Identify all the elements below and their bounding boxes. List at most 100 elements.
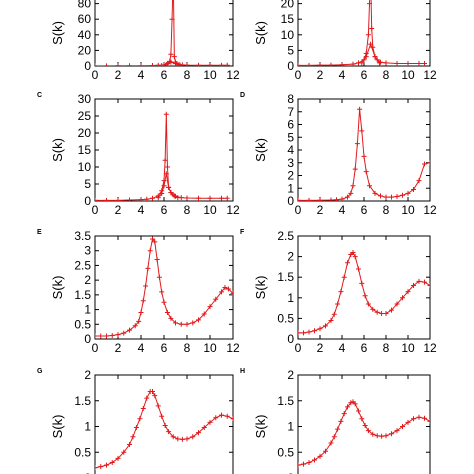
data-point <box>136 318 142 324</box>
data-point <box>378 193 383 199</box>
y-tick-label: 0 <box>287 332 294 346</box>
data-point <box>175 195 181 201</box>
data-point <box>339 196 345 201</box>
data-point <box>298 197 301 201</box>
data-point <box>301 330 306 336</box>
y-tick-label: 80 <box>78 0 92 11</box>
data-point <box>104 333 109 339</box>
data-point <box>372 54 378 60</box>
x-tick-label: 4 <box>339 341 346 355</box>
data-point <box>171 54 177 60</box>
data-point <box>363 169 369 175</box>
y-tick-label: 1 <box>287 181 294 195</box>
data-point <box>177 62 183 66</box>
data-point <box>422 415 427 421</box>
data-point <box>196 195 201 201</box>
y-tick-label: 1 <box>84 420 91 434</box>
data-point <box>312 457 317 463</box>
data-point <box>416 178 422 184</box>
data-point <box>140 405 146 411</box>
data-point <box>339 62 345 66</box>
data-point <box>196 430 201 436</box>
panel-label: F <box>240 229 245 236</box>
data-point <box>350 249 356 255</box>
x-tick-label: 10 <box>203 203 217 217</box>
y-tick-label: 2 <box>287 250 294 264</box>
data-point <box>350 183 356 189</box>
data-point <box>104 197 109 201</box>
data-point <box>400 192 405 198</box>
x-tick-label: 4 <box>339 203 346 217</box>
data-point <box>150 388 155 394</box>
data-point <box>372 190 378 196</box>
data-point <box>179 436 185 442</box>
data-point <box>370 431 376 437</box>
data-point <box>230 290 233 296</box>
x-tick-label: 12 <box>226 341 240 355</box>
y-tick-label: 5 <box>287 130 294 144</box>
data-point <box>127 442 132 448</box>
data-point <box>159 191 165 197</box>
x-tick-label: 8 <box>383 68 390 82</box>
data-point <box>335 426 341 432</box>
data-point <box>171 193 177 199</box>
data-point <box>222 285 228 290</box>
data-point <box>190 320 196 326</box>
x-tick-label: 12 <box>226 203 240 217</box>
data-point <box>104 63 109 66</box>
data-point <box>178 321 184 327</box>
y-tick-label: 10 <box>78 160 92 174</box>
data-point <box>427 418 430 424</box>
data-point <box>416 61 422 66</box>
data-point <box>369 26 375 32</box>
data-point <box>394 61 400 66</box>
y-tick-label: 4 <box>287 143 294 157</box>
data-point <box>363 54 369 60</box>
x-tick-label: 6 <box>161 341 168 355</box>
data-point <box>356 408 361 414</box>
y-axis-label: S(k) <box>50 21 65 45</box>
x-tick-label: 2 <box>317 341 324 355</box>
data-point <box>379 433 385 439</box>
panel-label: E <box>37 229 42 236</box>
y-tick-label: 10 <box>281 28 295 42</box>
data-point <box>361 153 367 159</box>
data-point <box>219 195 224 201</box>
data-point <box>173 61 178 66</box>
data-point <box>362 422 368 428</box>
x-tick-label: 4 <box>138 203 145 217</box>
data-point <box>427 282 430 288</box>
x-tick-label: 6 <box>361 341 368 355</box>
series-line <box>298 0 425 66</box>
data-point <box>95 465 98 471</box>
data-point <box>359 416 365 422</box>
data-point <box>383 194 389 200</box>
data-point <box>367 183 372 189</box>
data-point <box>219 289 224 295</box>
y-tick-label: 20 <box>78 126 92 140</box>
data-point <box>328 317 334 323</box>
data-point <box>306 460 312 466</box>
data-point <box>130 434 136 440</box>
x-tick-label: 6 <box>361 203 368 217</box>
x-tick-label: 6 <box>161 203 168 217</box>
data-point <box>201 311 207 317</box>
data-point <box>152 393 158 399</box>
data-point <box>121 330 127 336</box>
data-point <box>224 195 230 201</box>
data-point <box>334 197 339 201</box>
data-point <box>348 400 354 406</box>
y-tick-label: 5 <box>84 177 91 191</box>
x-tick-label: 4 <box>138 68 145 82</box>
data-point <box>301 461 306 467</box>
data-point <box>411 282 416 288</box>
data-point <box>109 460 115 466</box>
data-point <box>405 419 411 425</box>
data-point <box>150 63 155 66</box>
data-point <box>162 422 168 428</box>
data-point <box>389 431 394 437</box>
data-point <box>163 111 169 117</box>
panel-label: H <box>240 368 245 375</box>
